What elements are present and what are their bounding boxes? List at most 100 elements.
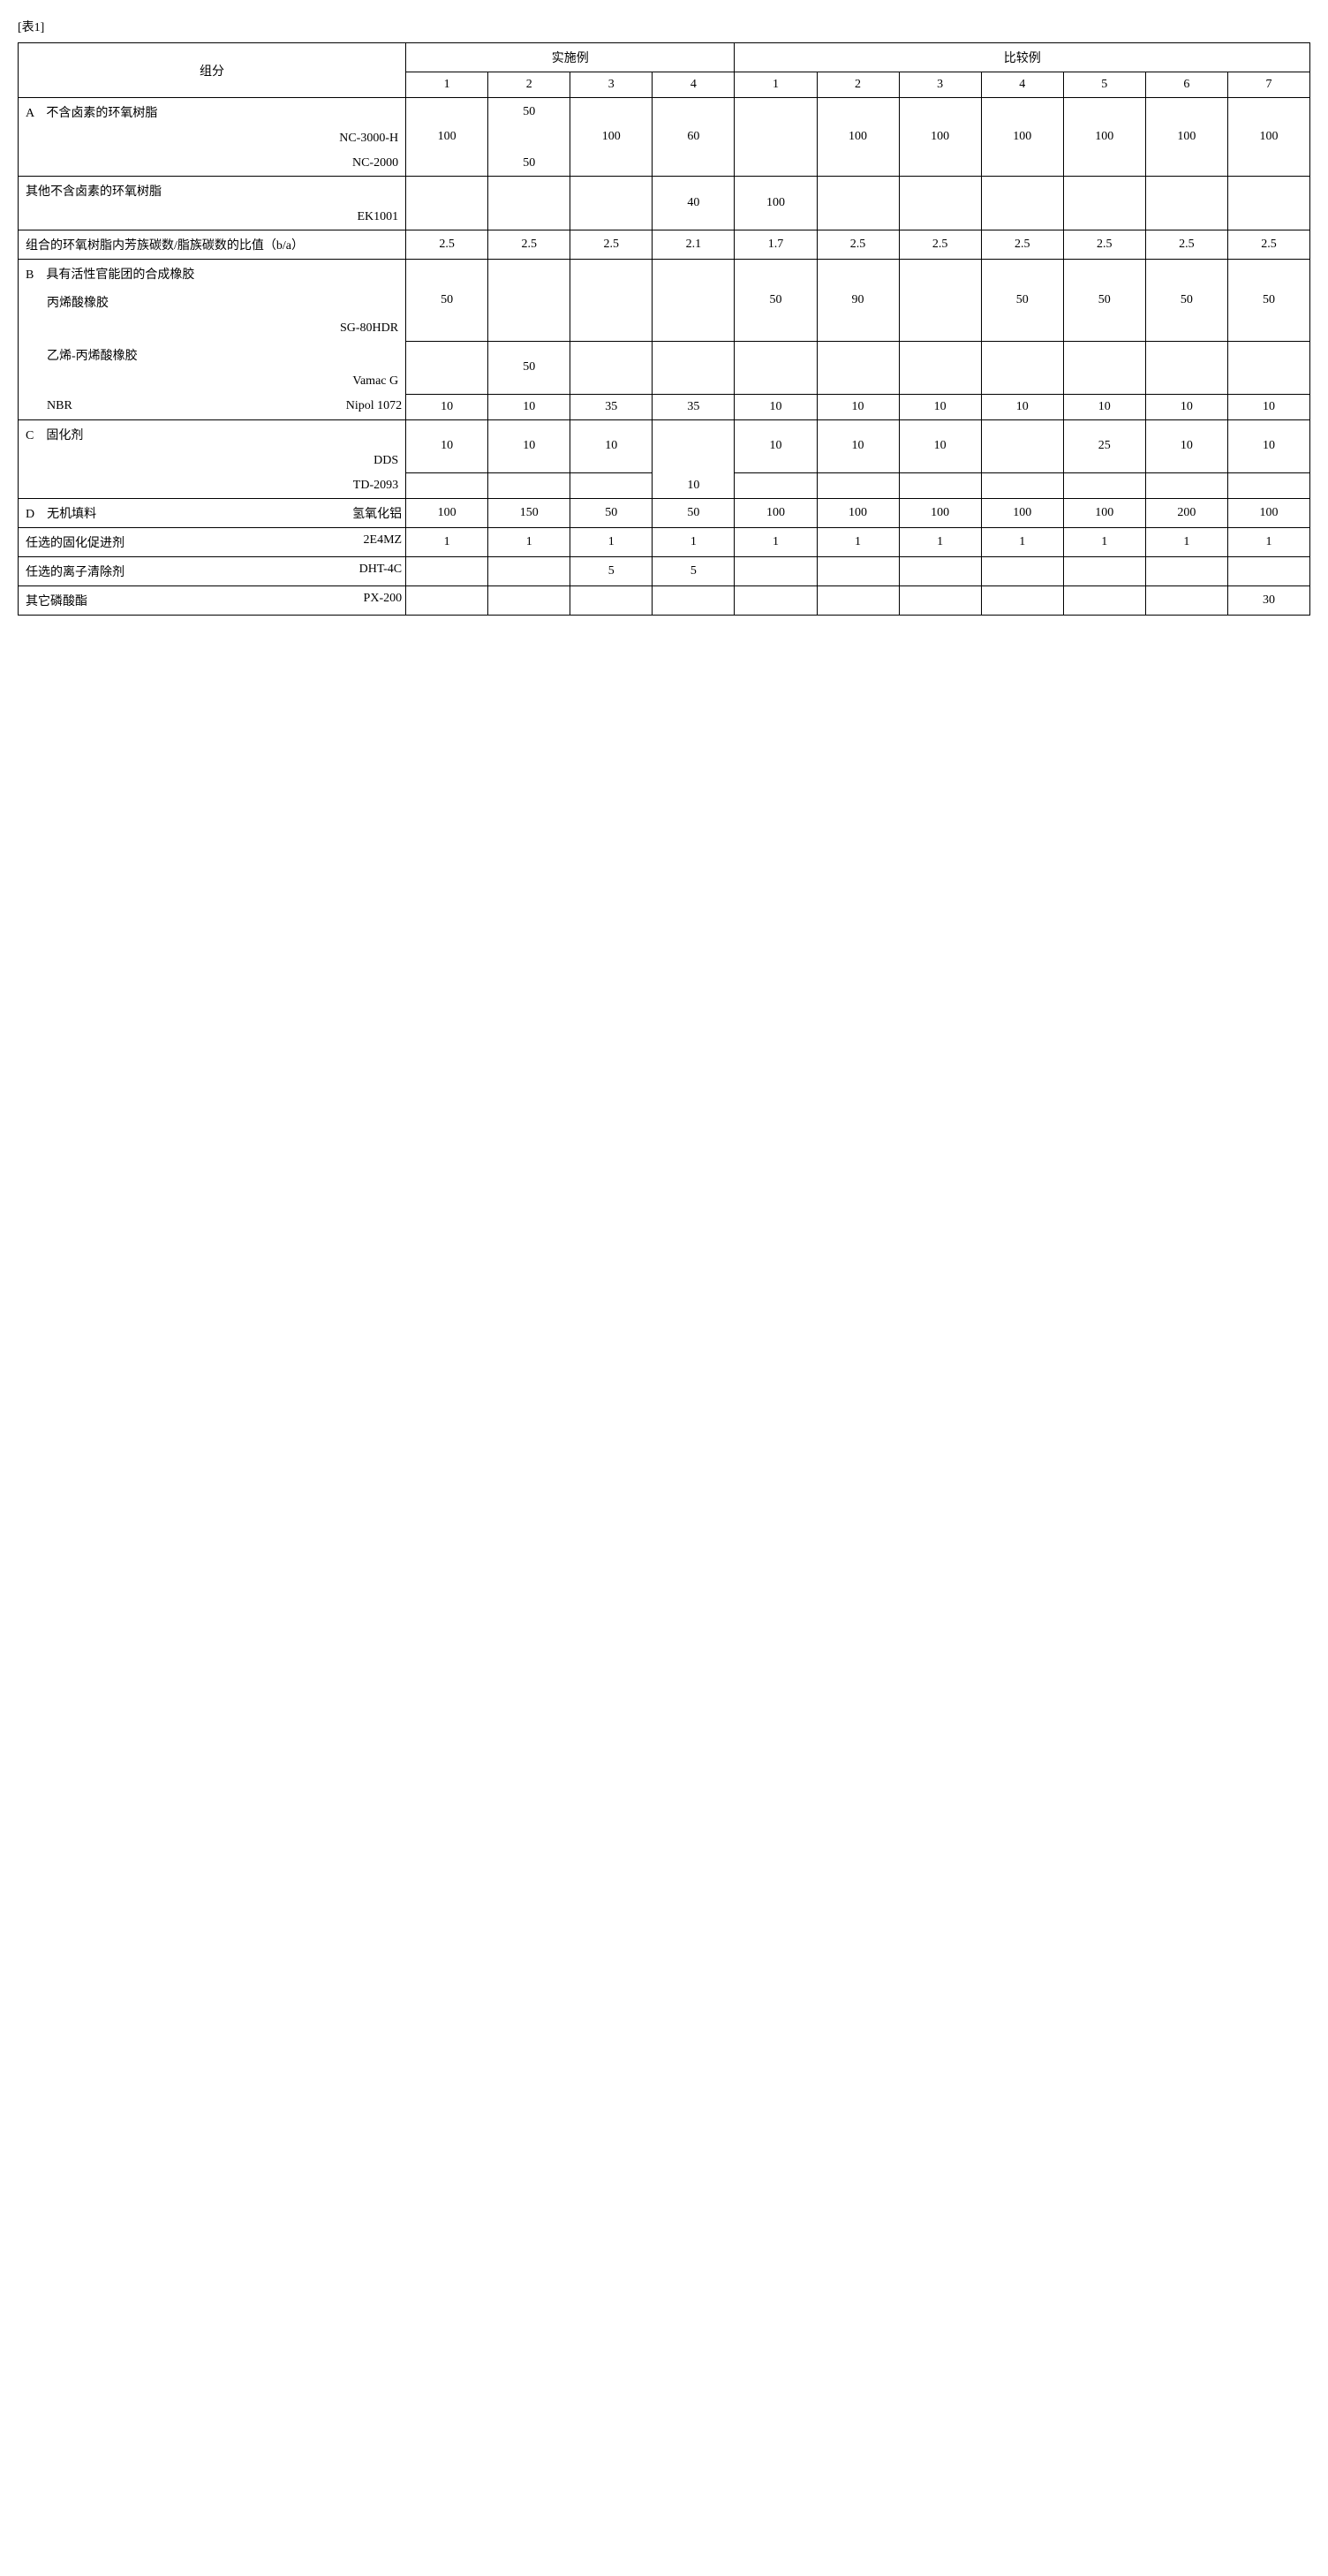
row-ratio-label: 组合的环氧树脂内芳族碳数/脂族碳数的比值（b/a） [19, 230, 406, 260]
row-vamac-label: Vamac G [19, 369, 406, 394]
table-row: 任选的离子清除剂 DHT-4C 5 5 [19, 556, 1310, 585]
cell: 50 [1063, 260, 1145, 342]
table-row: B 具有活性官能团的合成橡胶 50 50 90 50 50 50 50 [19, 260, 1310, 289]
row-nc2000-label: NC-2000 [19, 151, 406, 177]
table-row: TD-2093 10 [19, 473, 1310, 499]
cell [488, 126, 570, 151]
col-cp-1: 1 [735, 72, 817, 98]
opt-accel-sub: 2E4MZ [364, 533, 403, 548]
cell: 1 [735, 527, 817, 556]
cell: 2.5 [1063, 230, 1145, 260]
opt-scav-label: 任选的离子清除剂 [26, 566, 124, 579]
row-ek1001-label: EK1001 [19, 205, 406, 230]
cell: 100 [1227, 498, 1309, 527]
col-cp-7: 7 [1227, 72, 1309, 98]
cell [817, 556, 899, 585]
cell: 1 [899, 527, 981, 556]
cell [735, 98, 817, 177]
cell [488, 260, 570, 342]
table-row: 任选的固化促进剂 2E4MZ 1 1 1 1 1 1 1 1 1 1 1 [19, 527, 1310, 556]
composition-table: 组分 实施例 比较例 1 2 3 4 1 2 3 4 5 6 7 A 不含卤素的… [18, 42, 1310, 616]
cell: 5 [653, 556, 735, 585]
table-row: C 固化剂 10 10 10 10 10 10 25 10 10 [19, 419, 1310, 449]
cell: 50 [1227, 260, 1309, 342]
cell: 100 [981, 98, 1063, 177]
row-other-epoxy-title: 其他不含卤素的环氧树脂 [19, 177, 406, 206]
cell: 100 [899, 498, 981, 527]
cell: 200 [1145, 498, 1227, 527]
cell: 1 [488, 527, 570, 556]
row-nc3000h-label: NC-3000-H [19, 126, 406, 151]
cell: 50 [981, 260, 1063, 342]
cell: 100 [981, 498, 1063, 527]
cell [981, 585, 1063, 615]
cell [406, 556, 488, 585]
cell [981, 177, 1063, 230]
cell: 50 [488, 341, 570, 394]
cell: 1.7 [735, 230, 817, 260]
row-acryl-title: 丙烯酸橡胶 [19, 288, 406, 316]
cell: 10 [981, 394, 1063, 419]
cell [488, 473, 570, 499]
cell: 1 [1145, 527, 1227, 556]
table-row: 乙烯-丙烯酸橡胶 50 [19, 341, 1310, 369]
d-filler-sub: 氢氧化铝 [352, 504, 402, 522]
cell [406, 585, 488, 615]
cell [570, 473, 653, 499]
cell [653, 449, 735, 473]
row-c-title: C 固化剂 [19, 419, 406, 449]
cell [817, 473, 899, 499]
header-examples: 实施例 [406, 43, 735, 72]
cell [817, 177, 899, 230]
cell [1145, 556, 1227, 585]
cell [899, 585, 981, 615]
cell: 1 [1063, 527, 1145, 556]
cell: 35 [570, 394, 653, 419]
col-cp-3: 3 [899, 72, 981, 98]
cell [1227, 556, 1309, 585]
cell [1145, 473, 1227, 499]
cell [981, 556, 1063, 585]
cell: 10 [817, 419, 899, 473]
col-ex-3: 3 [570, 72, 653, 98]
table-row: 组合的环氧树脂内芳族碳数/脂族碳数的比值（b/a） 2.5 2.5 2.5 2.… [19, 230, 1310, 260]
cell: 50 [570, 498, 653, 527]
cell: 30 [1227, 585, 1309, 615]
cell: 10 [488, 394, 570, 419]
row-b-title: B 具有活性官能团的合成橡胶 [19, 260, 406, 289]
cell [653, 585, 735, 615]
row-sg80-label: SG-80HDR [19, 316, 406, 341]
row-opt-scav: 任选的离子清除剂 DHT-4C [19, 556, 406, 585]
row-opt-accel: 任选的固化促进剂 2E4MZ [19, 527, 406, 556]
cell [1063, 341, 1145, 394]
cell [817, 585, 899, 615]
row-other-phos: 其它磷酸酯 PX-200 [19, 585, 406, 615]
row-a-title: A 不含卤素的环氧树脂 [19, 98, 406, 127]
cell: 2.1 [653, 230, 735, 260]
cell: 100 [1063, 98, 1145, 177]
cell: 10 [406, 419, 488, 473]
table-row: A 不含卤素的环氧树脂 100 50 100 60 100 100 100 10… [19, 98, 1310, 127]
cell: 35 [653, 394, 735, 419]
cell: 10 [1145, 419, 1227, 473]
cell: 2.5 [570, 230, 653, 260]
cell: 1 [653, 527, 735, 556]
cell [488, 585, 570, 615]
col-ex-2: 2 [488, 72, 570, 98]
cell: 50 [1145, 260, 1227, 342]
table-caption: [表1] [18, 18, 1310, 35]
cell [981, 473, 1063, 499]
other-phos-sub: PX-200 [364, 592, 403, 606]
cell: 10 [1227, 394, 1309, 419]
other-phos-label: 其它磷酸酯 [26, 595, 87, 608]
col-ex-4: 4 [653, 72, 735, 98]
cell [406, 177, 488, 230]
cell [653, 419, 735, 449]
nbr-sub: Nipol 1072 [346, 399, 402, 413]
cell: 10 [1145, 394, 1227, 419]
cell: 1 [981, 527, 1063, 556]
header-component: 组分 [19, 43, 406, 98]
header-compare: 比较例 [735, 43, 1310, 72]
cell [735, 556, 817, 585]
cell: 100 [1145, 98, 1227, 177]
